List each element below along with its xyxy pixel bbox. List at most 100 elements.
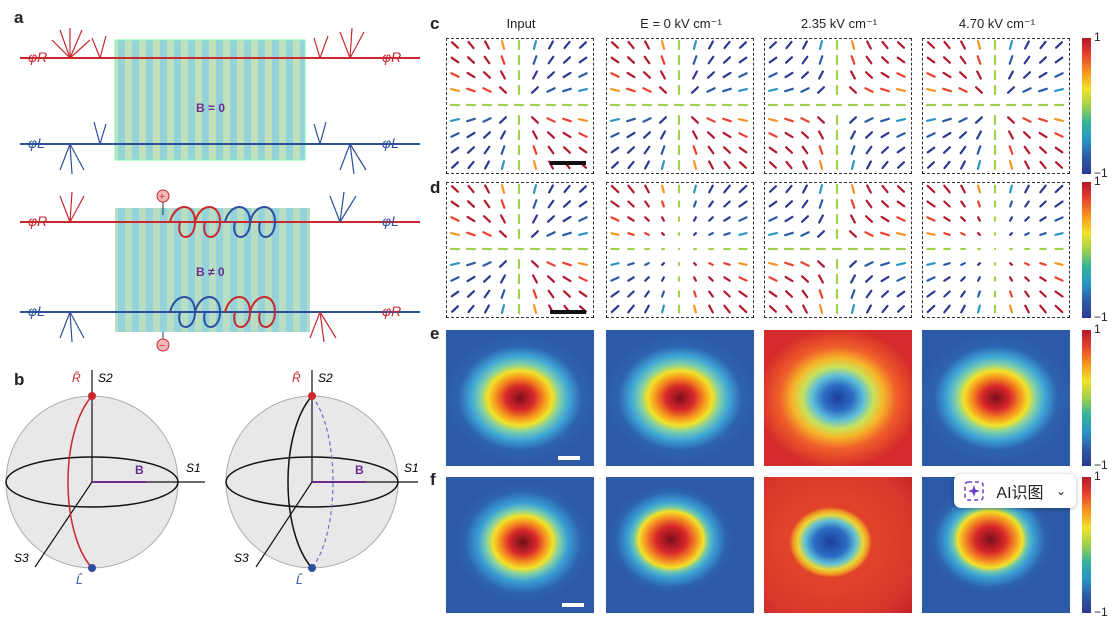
vector-arrow [1008,145,1014,155]
ai-image-recognition-button[interactable]: AI识图 ⌄ [954,474,1076,508]
vector-arrow [483,289,491,299]
vector-arrow [610,184,620,194]
vector-arrow [562,275,572,283]
vector-arrow [880,231,890,237]
vector-arrow [738,184,748,194]
vector-arrow [723,216,731,222]
vector-arrow [466,131,476,139]
chevron-down-icon[interactable]: ⌄ [1055,484,1066,498]
vector-arrow [1008,40,1014,50]
colorbar-c-min: −1 [1094,166,1108,180]
vector-arrow [976,145,982,155]
intensity-map-f-e235 [764,477,912,613]
vector-arrow [1054,304,1064,314]
vector-arrow [644,276,650,282]
vector-arrow [864,215,874,223]
vector-arrow [896,117,906,123]
vector-arrow [784,261,794,267]
vector-arrow [658,116,668,124]
helix-top [169,206,277,238]
vector-arrow [816,230,826,238]
vector-arrow [1009,216,1013,222]
phi-l-top-left: φL [28,135,45,151]
phi-l-bottom-left: φL [28,303,45,319]
vector-arrow [850,40,856,50]
vector-arrow [578,261,588,267]
intensity-map-e-e470 [922,330,1070,466]
vector-arrow [942,87,952,93]
sphere-right: R̂ S2 S1 S3 L̂ B [225,370,419,587]
vector-arrow [500,55,506,65]
vector-arrow [610,161,620,169]
vector-field-d-e0 [606,182,754,318]
vector-arrow [466,117,476,123]
vector-arrow [723,276,731,282]
vector-arrow [1009,276,1013,282]
vector-arrow [738,41,748,49]
vector-arrow [532,214,538,224]
vector-arrow [610,72,620,78]
vector-arrow [800,215,810,223]
vector-arrow [693,304,697,314]
vector-arrow [466,261,476,267]
vector-arrow [943,232,951,236]
vector-arrow [738,72,748,78]
vector-arrow [926,200,936,208]
vector-arrow [498,86,508,94]
vector-arrow [784,87,794,93]
vector-arrow [977,232,981,236]
vector-arrow [1038,131,1048,139]
vector-arrow [800,261,810,267]
vector-arrow [660,145,666,155]
vector-arrow [450,276,460,282]
vector-arrow [818,40,824,50]
vector-arrow [926,232,936,236]
colorbar-f-min: −1 [1094,605,1108,619]
sphere-left: R̂ S2 S1 S3 L̂ B [5,370,205,587]
vector-arrow [706,87,716,93]
vector-arrow [880,275,890,283]
vector-arrow [484,160,490,170]
vector-arrow [708,216,714,222]
vector-arrow [484,40,490,50]
vector-arrow [693,232,697,236]
vector-arrow [627,216,635,222]
vector-arrow [785,304,793,314]
vector-arrow [661,290,665,298]
vector-arrow [926,146,936,154]
vector-arrow [532,304,538,314]
vector-arrow [738,87,748,93]
vector-arrow [896,72,906,78]
vector-arrow [578,117,588,123]
vector-arrow [818,55,824,65]
panel-label-b: b [14,370,25,389]
vector-arrow [864,231,874,237]
vector-arrow [644,262,650,266]
polarization-fan-bottom-red [59,191,337,343]
vector-arrow [784,275,794,283]
vector-arrow [450,290,460,298]
vector-field-c-e470 [922,38,1070,174]
polarization-fan-bottom-blue [59,191,357,343]
vector-arrow [848,230,858,238]
vector-arrow [784,117,794,123]
vector-arrow [896,41,906,49]
vector-arrow [500,145,506,155]
vector-arrow [960,40,966,50]
colorbar-f [1082,477,1091,613]
vector-arrow [976,130,982,140]
vector-arrow [1024,200,1030,208]
vector-arrow [960,184,966,194]
vector-arrow [610,276,620,282]
vector-arrow [578,72,588,78]
vector-arrow [482,117,492,123]
vector-arrow [1039,304,1047,314]
vector-arrow [722,146,732,154]
vector-arrow [850,70,856,80]
vector-arrow [466,71,476,79]
vector-arrow [578,200,588,208]
vector-arrow [562,131,572,139]
vector-arrow [546,87,556,93]
vector-arrow [768,146,778,154]
vector-arrow [532,40,538,50]
